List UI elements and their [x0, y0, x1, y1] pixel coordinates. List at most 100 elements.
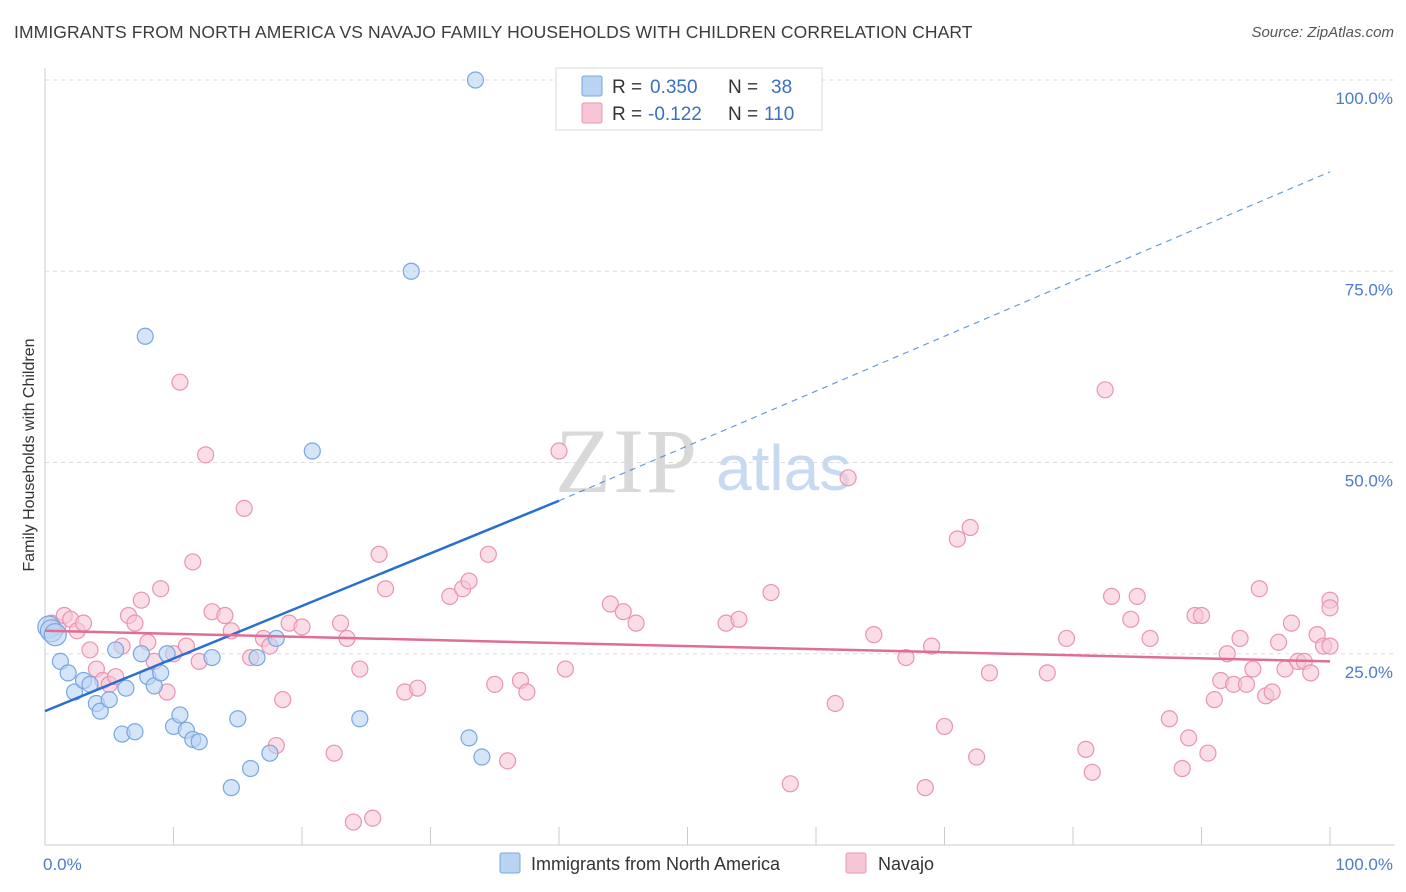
navajo-point-33	[274, 691, 292, 709]
legend-n-value-2: 110	[764, 104, 794, 125]
navajo-point-104	[1302, 664, 1320, 682]
navajo-point-66	[897, 648, 915, 667]
immigrants-point-33	[303, 442, 321, 460]
y-tick-label-100: 100.0%	[1335, 89, 1393, 108]
navajo-point-68	[923, 637, 941, 655]
navajo-point-89	[1205, 691, 1223, 709]
immigrants-point-28	[229, 710, 247, 728]
trend-lines	[44, 171, 1331, 713]
navajo-point-22	[184, 553, 202, 571]
navajo-point-64	[839, 469, 857, 487]
immigrants-point-26	[203, 648, 221, 667]
navajo-point-61	[762, 583, 780, 602]
navajo-point-50	[486, 675, 504, 693]
navajo-point-95	[1244, 660, 1262, 678]
navajo-point-58	[627, 614, 645, 632]
navajo-point-73	[980, 664, 999, 682]
navajo-point-63	[826, 694, 844, 713]
immigrants-points	[37, 71, 491, 797]
axes	[44, 68, 1395, 846]
navajo-point-93	[1231, 629, 1249, 648]
navajo-point-80	[1122, 610, 1140, 628]
navajo-point-54	[550, 442, 568, 460]
legend-swatch-blue	[581, 75, 603, 97]
navajo-point-6	[81, 641, 99, 659]
navajo-point-42	[370, 545, 388, 563]
immigrants-point-32	[267, 629, 285, 648]
navajo-point-96	[1250, 580, 1268, 598]
immigrants-point-37	[466, 71, 485, 89]
navajo-point-78	[1096, 381, 1114, 399]
source-credit: Source: ZipAtlas.com	[1251, 24, 1394, 41]
immigrants-point-13	[117, 679, 135, 697]
navajo-point-98	[1263, 683, 1281, 701]
navajo-point-20	[171, 373, 189, 391]
navajo-point-17	[152, 580, 170, 598]
immigrants-trend-line	[44, 499, 560, 713]
navajo-point-53	[518, 683, 536, 701]
x-tick-label-100: 100.0%	[1335, 855, 1393, 874]
navajo-point-45	[409, 679, 427, 697]
chart-title: IMMIGRANTS FROM NORTH AMERICA VS NAVAJO …	[14, 22, 973, 42]
legend-r-label-1: R =	[612, 77, 642, 98]
navajo-point-82	[1141, 629, 1159, 648]
y-tick-label-75: 75.0%	[1345, 280, 1393, 299]
navajo-point-101	[1282, 614, 1301, 632]
navajo-point-72	[968, 748, 986, 766]
navajo-point-13	[126, 614, 144, 632]
legend-r-value-1: 0.350	[650, 77, 698, 98]
series-swatch-blue	[499, 852, 521, 874]
navajo-point-41	[364, 809, 382, 827]
legend-n-label-1: N =	[728, 77, 758, 98]
series-legend: Immigrants from North America Navajo	[499, 852, 934, 874]
navajo-point-46	[441, 587, 459, 605]
navajo-point-79	[1102, 587, 1121, 605]
navajo-points	[42, 373, 1339, 831]
legend-n-label-2: N =	[728, 104, 758, 125]
navajo-point-70	[948, 530, 966, 548]
navajo-point-109	[1321, 637, 1339, 655]
immigrants-point-31	[261, 744, 279, 762]
navajo-point-87	[1192, 606, 1211, 625]
grid-lines	[45, 79, 1395, 655]
navajo-point-99	[1269, 633, 1288, 651]
immigrants-point-29	[242, 759, 260, 778]
immigrants-point-9	[91, 702, 109, 720]
immigrants-point-30	[248, 648, 266, 667]
navajo-point-35	[293, 618, 311, 636]
navajo-point-26	[216, 606, 234, 625]
navajo-point-28	[235, 499, 253, 517]
navajo-point-77	[1083, 763, 1101, 781]
immigrants-point-15	[132, 645, 150, 663]
navajo-point-75	[1057, 629, 1076, 648]
navajo-point-43	[376, 580, 395, 598]
navajo-point-69	[935, 717, 954, 736]
immigrants-point-14	[126, 723, 144, 741]
navajo-point-5	[74, 614, 93, 632]
legend-r-value-2: -0.122	[648, 104, 702, 125]
navajo-point-76	[1077, 740, 1095, 758]
y-axis-title: Family Households with Children	[21, 339, 38, 572]
tick-labels: 25.0% 50.0% 75.0% 100.0% 0.0% 100.0%	[43, 89, 1393, 874]
series-label-immigrants: Immigrants from North America	[531, 854, 781, 874]
navajo-point-55	[556, 660, 575, 678]
navajo-point-108	[1321, 599, 1339, 617]
navajo-point-62	[781, 775, 799, 793]
legend-n-value-1: 38	[771, 77, 792, 98]
immigrants-point-27	[222, 779, 240, 797]
watermark-zip: ZIP	[555, 410, 699, 512]
correlation-legend: R = 0.350 N = 38 R = -0.122 N = 110	[555, 67, 823, 131]
navajo-point-81	[1128, 587, 1146, 605]
navajo-point-36	[325, 744, 343, 762]
navajo-point-37	[331, 614, 350, 632]
navajo-point-14	[132, 591, 150, 609]
navajo-point-83	[1160, 710, 1178, 728]
series-swatch-pink	[845, 852, 867, 874]
immigrants-point-25	[190, 733, 208, 751]
immigrants-point-4	[59, 664, 77, 682]
navajo-point-49	[479, 545, 497, 563]
navajo-point-51	[499, 752, 517, 770]
watermark-atlas: atlas	[716, 432, 851, 504]
legend-swatch-pink	[581, 102, 603, 124]
